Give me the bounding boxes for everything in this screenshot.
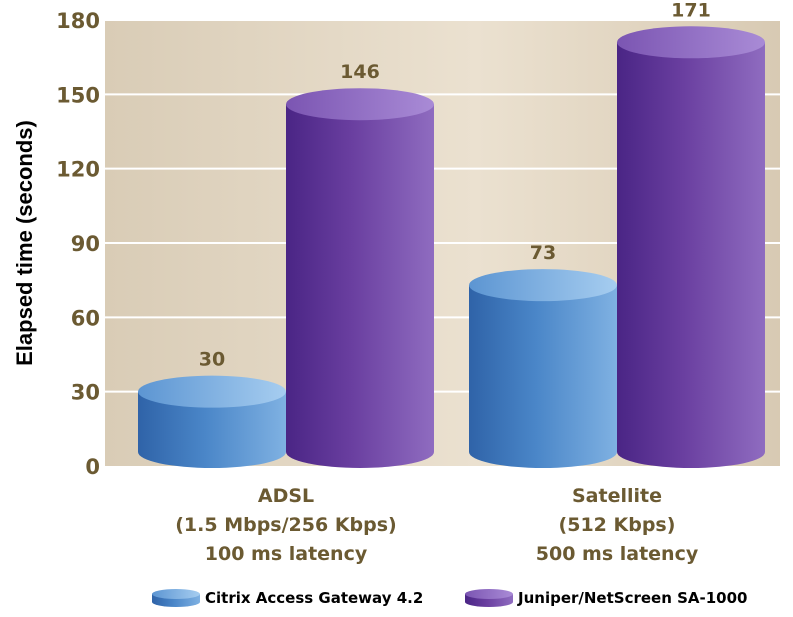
bar: [138, 375, 286, 468]
bar-body: [286, 104, 434, 468]
y-tick-label: 120: [56, 158, 100, 182]
data-label: 171: [671, 0, 711, 21]
bars: [138, 26, 765, 469]
category-label: (512 Kbps): [559, 514, 676, 536]
legend-swatch-top: [152, 589, 200, 599]
bar: [469, 269, 617, 468]
bar: [286, 88, 434, 468]
data-label: 146: [340, 61, 380, 83]
legend-item: Juniper/NetScreen SA-1000: [465, 589, 748, 607]
category-label: ADSL: [258, 485, 314, 507]
bar: [617, 26, 765, 469]
bar-body: [617, 42, 765, 469]
bar-body: [138, 391, 286, 468]
bar-body: [469, 285, 617, 468]
data-labels: 30 73 146 171: [199, 0, 711, 371]
legend-label: Juniper/NetScreen SA-1000: [517, 589, 748, 607]
y-axis-label: Elapsed time (seconds): [12, 120, 37, 366]
legend-swatch-top: [465, 589, 513, 599]
legend-item: Citrix Access Gateway 4.2: [152, 589, 423, 607]
category-label: 100 ms latency: [205, 543, 368, 565]
data-label: 73: [530, 242, 556, 264]
y-tick-label: 60: [71, 306, 100, 330]
legend-label: Citrix Access Gateway 4.2: [205, 589, 423, 607]
category-labels: ADSL (1.5 Mbps/256 Kbps) 100 ms latency Sat…: [175, 485, 699, 565]
category-label: 500 ms latency: [536, 543, 699, 565]
category-label: (1.5 Mbps/256 Kbps): [175, 514, 397, 536]
legend: Citrix Access Gateway 4.2 Juniper/NetScre…: [152, 589, 748, 607]
category-label: Satellite: [572, 485, 662, 507]
data-label: 30: [199, 349, 225, 371]
bar-top: [286, 88, 434, 121]
y-tick-label: 180: [56, 9, 100, 33]
bar-top: [469, 269, 617, 302]
y-tick-label: 150: [56, 83, 100, 107]
y-tick-label: 90: [71, 232, 100, 256]
y-tick-label: 0: [85, 455, 100, 479]
y-tick-label: 30: [71, 381, 100, 405]
bar-top: [138, 375, 286, 408]
y-axis-ticks: 0 30 60 90 120 150 180: [56, 9, 100, 479]
bar-top: [617, 26, 765, 59]
